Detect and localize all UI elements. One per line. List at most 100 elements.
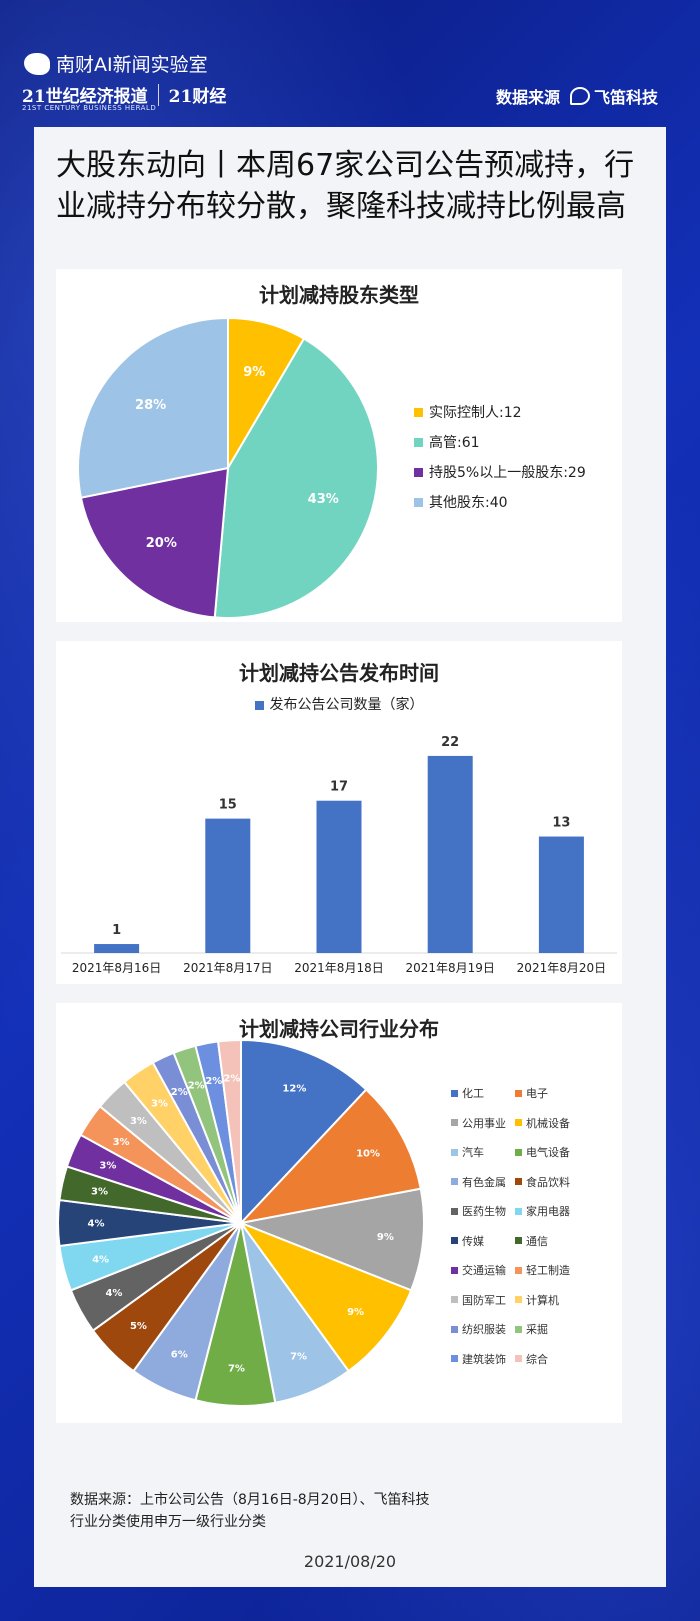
legend-swatch [451,1296,458,1303]
pie-slice-电子 [238,1088,422,1225]
bar-value-label: 1 [112,923,121,938]
x-tick-label: 2021年8月18日 [294,961,383,975]
legend-item: 传媒 [451,1233,484,1249]
paper-name-2: 21财经 [168,87,227,107]
legend-swatch [414,437,423,447]
brand-logo-icon [24,52,50,75]
pie-slice-高管 [213,337,379,619]
legend-label: 医药生物 [462,1205,506,1218]
brand-divider [157,83,159,106]
legend-swatch [515,1178,522,1185]
chart-title: 计划减持股东类型 [259,283,419,307]
legend-label: 食品饮料 [526,1175,570,1189]
legend-item: 有色金属 [451,1174,506,1190]
pie-slice-label: 10% [356,1148,380,1159]
bar-value-label: 22 [441,735,459,750]
legend-item: 纺织服装 [451,1321,506,1337]
data-source: 数据来源 飞笛科技 [496,84,658,108]
pie-slice-label: 3% [91,1187,108,1198]
legend-item: 家用电器 [515,1203,570,1219]
bar [316,800,362,953]
legend-item: 医药生物 [451,1203,506,1219]
legend-item: 化工 [451,1085,484,1101]
pie-chart-holder-type: 9% 43% 20% 28% [77,316,379,619]
legend-swatch [254,700,264,710]
x-tick-label: 2021年8月20日 [517,961,606,975]
legend-swatch [515,1089,522,1097]
legend-label: 持股5%以上一般股东:29 [429,465,586,481]
pie-slice-label: 12% [282,1084,306,1095]
source-label: 数据来源 [495,88,560,107]
pie-slice-label: 2% [188,1080,205,1091]
legend-item: 计算机 [515,1292,559,1308]
legend-label: 通信 [526,1234,548,1248]
pie-slice-label: 7% [228,1363,245,1374]
pie-slice-label: 2% [223,1074,240,1085]
pie-slice-label: 3% [113,1137,130,1148]
legend-swatch [515,1355,522,1362]
pie-slice-综合 [216,1038,242,1224]
bar-legend: 发布公告公司数量（家） [56,694,622,714]
pie-slice-label: 3% [99,1161,116,1172]
legend-swatch [451,1355,458,1362]
page-title: 大股东动向丨本周67家公司公告预减持，行业减持分布较分散，聚隆科技减持比例最高 [56,148,635,224]
legend-item: 实际控制人:12 [414,402,522,422]
pie-slice-label: 3% [130,1116,147,1127]
bar-chart-panel: 计划减持公告发布时间 发布公告公司数量（家） 1 2021年8月16日 15 2021… [56,641,622,984]
content-card: 大股东动向丨本周67家公司公告预减持，行业减持分布较分散，聚隆科技减持比例最高 … [34,127,666,1587]
report-date: 2021/08/20 [303,1552,397,1571]
legend-swatch [451,1089,458,1097]
legend-label: 建筑装饰 [462,1352,506,1366]
bar-value-label: 15 [219,798,237,813]
pie-slice-机械设备 [238,1220,413,1373]
legend-item: 电子 [515,1085,548,1101]
pie-slice-label: 20% [146,536,177,551]
pie-slice-label: 4% [105,1288,122,1299]
paper-name: 21世纪经济报道 [22,87,148,107]
legend-swatch [451,1119,458,1126]
legend-item: 轻工制造 [515,1262,570,1278]
bar [538,836,584,953]
source-company-name: 飞笛科技 [593,88,658,107]
pie-slice-化工 [240,1038,368,1226]
legend-label: 家用电器 [526,1205,570,1218]
legend-item: 高管:61 [414,432,480,452]
legend-swatch [414,407,423,417]
legend-label: 化工 [462,1087,484,1100]
legend-swatch [451,1148,458,1156]
pie-chart-panel-industry: 计划减持公司行业分布 12% 10% 9% 9% 7% 7% 6% 5% 4% 4% 4% 3% 3% 3… [56,1003,622,1423]
feidi-logo-icon [569,87,590,105]
legend-swatch [414,497,423,507]
x-tick-label: 2021年8月19日 [405,961,494,975]
pie-slice-label: 9% [243,365,265,380]
legend-swatch [451,1325,458,1333]
legend-swatch [515,1266,522,1274]
legend-label: 电气设备 [526,1146,570,1159]
bar [94,944,140,953]
legend-label: 有色金属 [462,1175,506,1189]
pie-slice-label: 2% [171,1087,188,1098]
legend-label: 交通运输 [462,1264,506,1277]
legend-label: 传媒 [462,1234,484,1248]
legend-label: 实际控制人:12 [429,405,522,421]
brand: 南财AI新闻实验室 [24,50,208,77]
legend-label: 公用事业 [462,1116,506,1130]
legend-swatch [515,1296,522,1303]
legend-swatch [515,1237,522,1244]
pie-slice-label: 28% [135,398,166,413]
legend-item: 机械设备 [515,1115,570,1131]
legend-swatch [451,1178,458,1185]
legend-swatch [414,467,423,477]
pie-slice-其他股东 [77,316,229,499]
paper-brand: 21世纪经济报道 21财经 [22,82,226,107]
footer-source: 数据来源：上市公司公告（8月16日-8月20日）、飞笛科技 [70,1492,430,1508]
legend-label: 其他股东:40 [429,495,508,511]
legend-label: 电子 [526,1087,548,1100]
pie-slice-label: 7% [290,1351,307,1362]
pie-chart-panel-holder-type: 计划减持股东类型 9% 43% 20% 28% 实际控制人:12 高管:61 持股5%以上… [56,269,622,622]
legend-label: 机械设备 [526,1116,570,1130]
footer-note: 数据来源：上市公司公告（8月16日-8月20日）、飞笛科技 行业分类使用申万一级… [70,1489,430,1533]
pie-slice-label: 3% [151,1098,168,1109]
legend-label: 采掘 [526,1323,548,1336]
pie-slice-label: 2% [205,1076,222,1087]
